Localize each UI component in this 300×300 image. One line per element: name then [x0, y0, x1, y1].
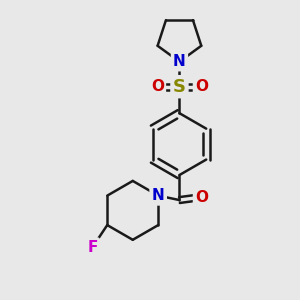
Text: N: N [173, 54, 186, 69]
Text: O: O [151, 79, 164, 94]
Text: O: O [195, 190, 208, 205]
Text: N: N [152, 188, 165, 203]
Text: N: N [152, 188, 165, 203]
Text: F: F [87, 240, 98, 255]
Text: S: S [173, 78, 186, 96]
Text: O: O [195, 79, 208, 94]
